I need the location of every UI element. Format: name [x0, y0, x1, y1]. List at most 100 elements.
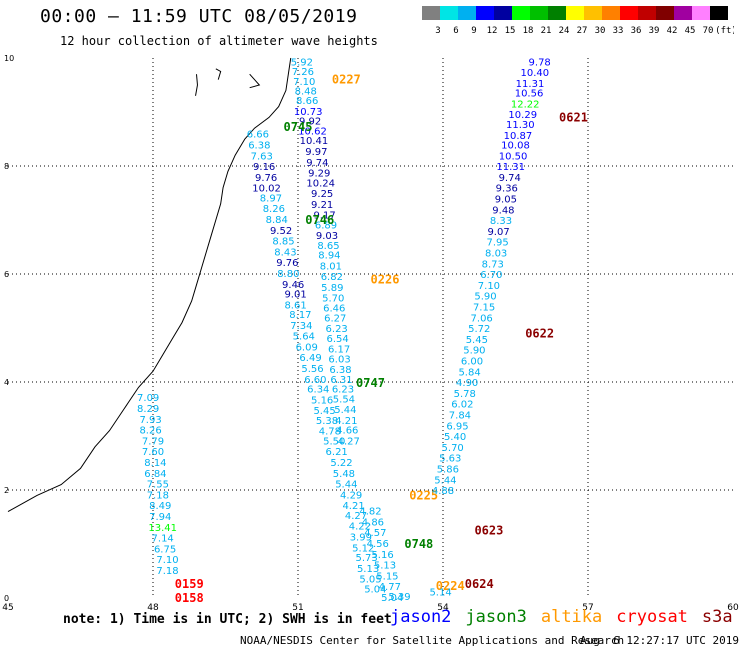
wave-height-value: 9.01 — [284, 290, 306, 301]
colorbar-label: 9 — [471, 26, 476, 36]
wave-height-value: 5.04 — [364, 584, 386, 595]
pass-time-label: 0747 — [356, 376, 385, 390]
wave-height-value: 6.89 — [315, 220, 337, 231]
wave-height-value: 5.48 — [333, 469, 355, 480]
wave-height-value: 9.76 — [276, 258, 298, 269]
pass-time-label: 0158 — [175, 591, 204, 605]
wave-height-value: 6.31 — [330, 375, 352, 386]
wave-height-value: 5.14 — [429, 588, 451, 599]
wave-height-value: 9.25 — [311, 189, 333, 200]
wave-height-value: 5.78 — [454, 389, 476, 400]
wave-height-value: 4.29 — [340, 490, 362, 501]
wave-height-value: 5.50 — [323, 436, 345, 447]
pass-time-label: 0224 — [436, 579, 465, 593]
wave-height-value: 3.99 — [350, 533, 372, 544]
coastline — [7, 57, 292, 513]
wave-height-value: 6.03 — [328, 354, 350, 365]
wave-height-value: 8.65 — [317, 241, 339, 252]
pass-time-label: 0622 — [525, 326, 554, 340]
wave-height-value: 4.56 — [367, 539, 389, 550]
wave-height-value: 10.29 — [508, 110, 537, 121]
x-tick-label: 51 — [292, 603, 303, 613]
wave-height-value: 4.21 — [342, 501, 364, 512]
wave-height-value: 10.08 — [501, 140, 530, 151]
colorbar-label: 24 — [559, 26, 570, 36]
wave-height-value: 9.05 — [495, 194, 517, 205]
wave-height-value: 8.61 — [284, 300, 306, 311]
wave-height-value: 9.07 — [487, 227, 509, 238]
colorbar-label: 42 — [667, 26, 678, 36]
wave-height-value: 4.66 — [336, 426, 358, 437]
wave-height-value: 8.29 — [137, 404, 159, 415]
colorbar-swatch — [548, 6, 566, 20]
wave-height-value: 10.24 — [306, 178, 335, 189]
wave-height-value: 8.26 — [263, 204, 285, 215]
wave-height-value: 8.49 — [149, 501, 171, 512]
y-tick-label: 2 — [4, 486, 9, 495]
wave-height-value: 6.84 — [144, 469, 166, 480]
pass-time-label: 0226 — [371, 272, 400, 286]
wave-height-value: 6.66 — [247, 130, 269, 141]
colorbar-label: 70 — [703, 26, 714, 36]
wave-height-value: 5.72 — [468, 324, 490, 335]
wave-height-value: 7.09 — [137, 393, 159, 404]
satellite-legend: jason2 jason3 altika cryosat s3a — [390, 607, 740, 627]
wave-height-value: 6.54 — [327, 334, 349, 345]
colorbar-swatch — [530, 6, 548, 20]
wave-height-value: 5.44 — [334, 405, 356, 416]
colorbar-swatch — [692, 6, 710, 20]
wave-height-value: 9.21 — [311, 200, 333, 211]
wave-height-value: 5.90 — [474, 292, 496, 303]
wave-height-value: 5.12 — [352, 543, 374, 554]
colorbar-label: 15 — [505, 26, 516, 36]
pass-time-label: 0621 — [559, 110, 588, 124]
colorbar-swatch — [476, 6, 494, 20]
wave-height-value: 7.18 — [156, 566, 178, 577]
wave-height-value: 5.16 — [371, 550, 393, 561]
wave-height-value: 5.64 — [293, 332, 315, 343]
wave-height-value: 5.05 — [359, 575, 381, 586]
wave-height-value: 7.18 — [147, 490, 169, 501]
wave-height-value: 5.22 — [330, 458, 352, 469]
wave-height-value: 8.48 — [295, 86, 317, 97]
wave-height-value: 8.33 — [490, 216, 512, 227]
wave-height-value: 7.26 — [292, 67, 314, 78]
wave-height-value: 5.45 — [313, 406, 335, 417]
wave-height-value: 9.17 — [313, 211, 335, 222]
wave-height-value: 7.79 — [142, 436, 164, 447]
pass-time-label: 0623 — [474, 524, 503, 538]
wave-height-value: 6.70 — [480, 270, 502, 281]
colorbar-label: 36 — [631, 26, 642, 36]
wave-height-value: 6.46 — [323, 304, 345, 315]
pass-time-label: 0624 — [465, 577, 494, 591]
satellite-legend-item: cryosat — [616, 607, 688, 627]
wave-height-value: 5.89 — [321, 283, 343, 294]
wave-height-value: 4.22 — [349, 522, 371, 533]
wave-height-value: 8.14 — [144, 458, 166, 469]
colorbar-label: 27 — [577, 26, 588, 36]
wave-height-value: 9.97 — [305, 147, 327, 158]
satellite-legend-item: altika — [540, 607, 603, 627]
wave-height-value: 6.23 — [326, 324, 348, 335]
wave-height-value: 8.80 — [277, 269, 299, 280]
colorbar-swatch — [584, 6, 602, 20]
colorbar-label: (ft) — [715, 26, 734, 36]
wave-height-value: 6.38 — [248, 140, 270, 151]
y-tick-label: 4 — [4, 378, 9, 387]
wave-height-value: 7.60 — [142, 447, 164, 458]
colorbar-label: 45 — [685, 26, 696, 36]
wave-height-value: 10.73 — [294, 107, 323, 118]
colorbar-label: 30 — [595, 26, 606, 36]
colorbar-swatch — [656, 6, 674, 20]
wave-height-value: 10.50 — [499, 151, 528, 162]
wave-height-value: 7.84 — [449, 410, 471, 421]
colorbar-swatch — [638, 6, 656, 20]
pass-time-label: 0159 — [175, 577, 204, 591]
wave-height-value: 5.90 — [463, 346, 485, 357]
satellite-legend-item: s3a — [701, 607, 733, 627]
island-outline — [249, 73, 261, 89]
colorbar-swatch — [710, 6, 728, 20]
wave-height-value: 5.39 — [388, 592, 410, 603]
x-tick-label: 60 — [727, 603, 739, 613]
